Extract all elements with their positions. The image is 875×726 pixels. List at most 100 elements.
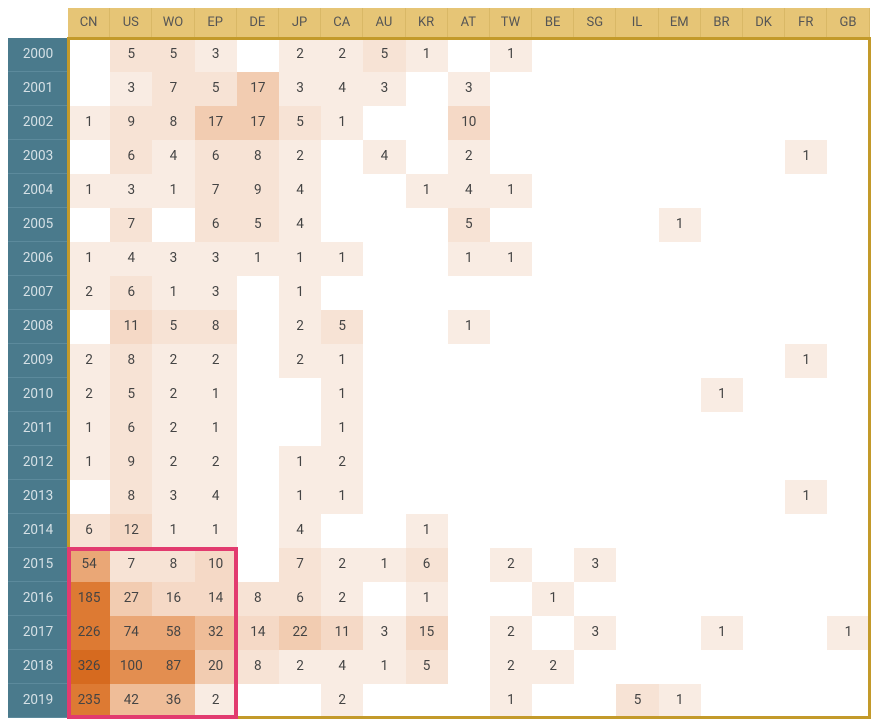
data-cell: 4: [195, 480, 237, 514]
col-header: DK: [743, 8, 785, 38]
data-cell: 3: [110, 174, 152, 208]
data-cell: [152, 208, 194, 242]
data-cell: 9: [110, 446, 152, 480]
data-cell: [574, 480, 616, 514]
row-header: 2013: [8, 480, 68, 514]
data-cell: [490, 72, 532, 106]
data-cell: 1: [448, 310, 490, 344]
data-cell: 235: [68, 684, 110, 718]
data-cell: [532, 242, 574, 276]
data-cell: [659, 344, 701, 378]
data-cell: [701, 208, 743, 242]
data-cell: 7: [110, 548, 152, 582]
row-header: 2006: [8, 242, 68, 276]
col-header: TW: [490, 8, 532, 38]
data-cell: [490, 140, 532, 174]
data-cell: 2: [152, 412, 194, 446]
data-cell: 1: [68, 242, 110, 276]
data-cell: 3: [279, 72, 321, 106]
data-cell: [743, 344, 785, 378]
data-cell: [616, 276, 658, 310]
data-cell: 5: [363, 38, 405, 72]
data-cell: [616, 106, 658, 140]
data-cell: [321, 514, 363, 548]
row-header: 2007: [8, 276, 68, 310]
data-cell: [827, 174, 869, 208]
data-cell: [237, 310, 279, 344]
data-cell: 2: [490, 548, 532, 582]
data-cell: [532, 446, 574, 480]
data-cell: 2: [68, 276, 110, 310]
data-cell: [659, 616, 701, 650]
data-cell: 2: [321, 684, 363, 718]
data-cell: [490, 446, 532, 480]
data-cell: [321, 140, 363, 174]
data-cell: [532, 344, 574, 378]
data-cell: [743, 650, 785, 684]
data-cell: [785, 582, 827, 616]
data-cell: 5: [406, 650, 448, 684]
heatmap-table: CNUSWOEPDEJPCAAUKRATTWBESGILEMBRDKFRGB20…: [8, 8, 867, 718]
data-cell: [827, 446, 869, 480]
data-cell: 1: [237, 242, 279, 276]
data-cell: [785, 208, 827, 242]
data-cell: [827, 582, 869, 616]
data-cell: 1: [279, 242, 321, 276]
row-header: 2002: [8, 106, 68, 140]
data-cell: [532, 378, 574, 412]
data-cell: 2: [152, 446, 194, 480]
data-cell: [490, 412, 532, 446]
data-cell: [406, 684, 448, 718]
data-cell: 10: [195, 548, 237, 582]
data-cell: 3: [152, 242, 194, 276]
data-cell: [743, 684, 785, 718]
data-cell: [743, 174, 785, 208]
data-cell: 2: [279, 650, 321, 684]
data-cell: [827, 72, 869, 106]
data-cell: 1: [363, 548, 405, 582]
row-header: 2019: [8, 684, 68, 718]
data-cell: [701, 582, 743, 616]
data-cell: [406, 242, 448, 276]
data-cell: 1: [321, 106, 363, 140]
data-cell: 1: [448, 242, 490, 276]
data-cell: [237, 412, 279, 446]
data-cell: [827, 140, 869, 174]
data-cell: 2: [68, 344, 110, 378]
data-cell: [406, 412, 448, 446]
data-cell: [490, 106, 532, 140]
data-cell: 2: [490, 650, 532, 684]
data-cell: [448, 548, 490, 582]
data-cell: [616, 310, 658, 344]
data-cell: 4: [279, 174, 321, 208]
data-cell: [743, 412, 785, 446]
data-cell: 1: [490, 242, 532, 276]
data-cell: [574, 378, 616, 412]
col-header: BR: [701, 8, 743, 38]
data-cell: [532, 684, 574, 718]
data-cell: [701, 310, 743, 344]
data-cell: [237, 548, 279, 582]
data-cell: 2: [321, 446, 363, 480]
data-cell: [279, 684, 321, 718]
data-cell: 8: [237, 650, 279, 684]
data-cell: [785, 174, 827, 208]
data-cell: [701, 412, 743, 446]
data-cell: 2: [195, 344, 237, 378]
data-cell: [701, 480, 743, 514]
data-cell: [574, 140, 616, 174]
col-header: KR: [406, 8, 448, 38]
row-header: 2008: [8, 310, 68, 344]
data-cell: 1: [406, 38, 448, 72]
data-cell: [743, 446, 785, 480]
data-cell: [659, 412, 701, 446]
data-cell: [68, 140, 110, 174]
data-cell: [68, 38, 110, 72]
data-cell: 1: [532, 582, 574, 616]
data-cell: [616, 174, 658, 208]
data-cell: 1: [68, 412, 110, 446]
data-cell: [827, 480, 869, 514]
data-cell: [448, 276, 490, 310]
data-cell: [406, 344, 448, 378]
data-cell: [701, 446, 743, 480]
